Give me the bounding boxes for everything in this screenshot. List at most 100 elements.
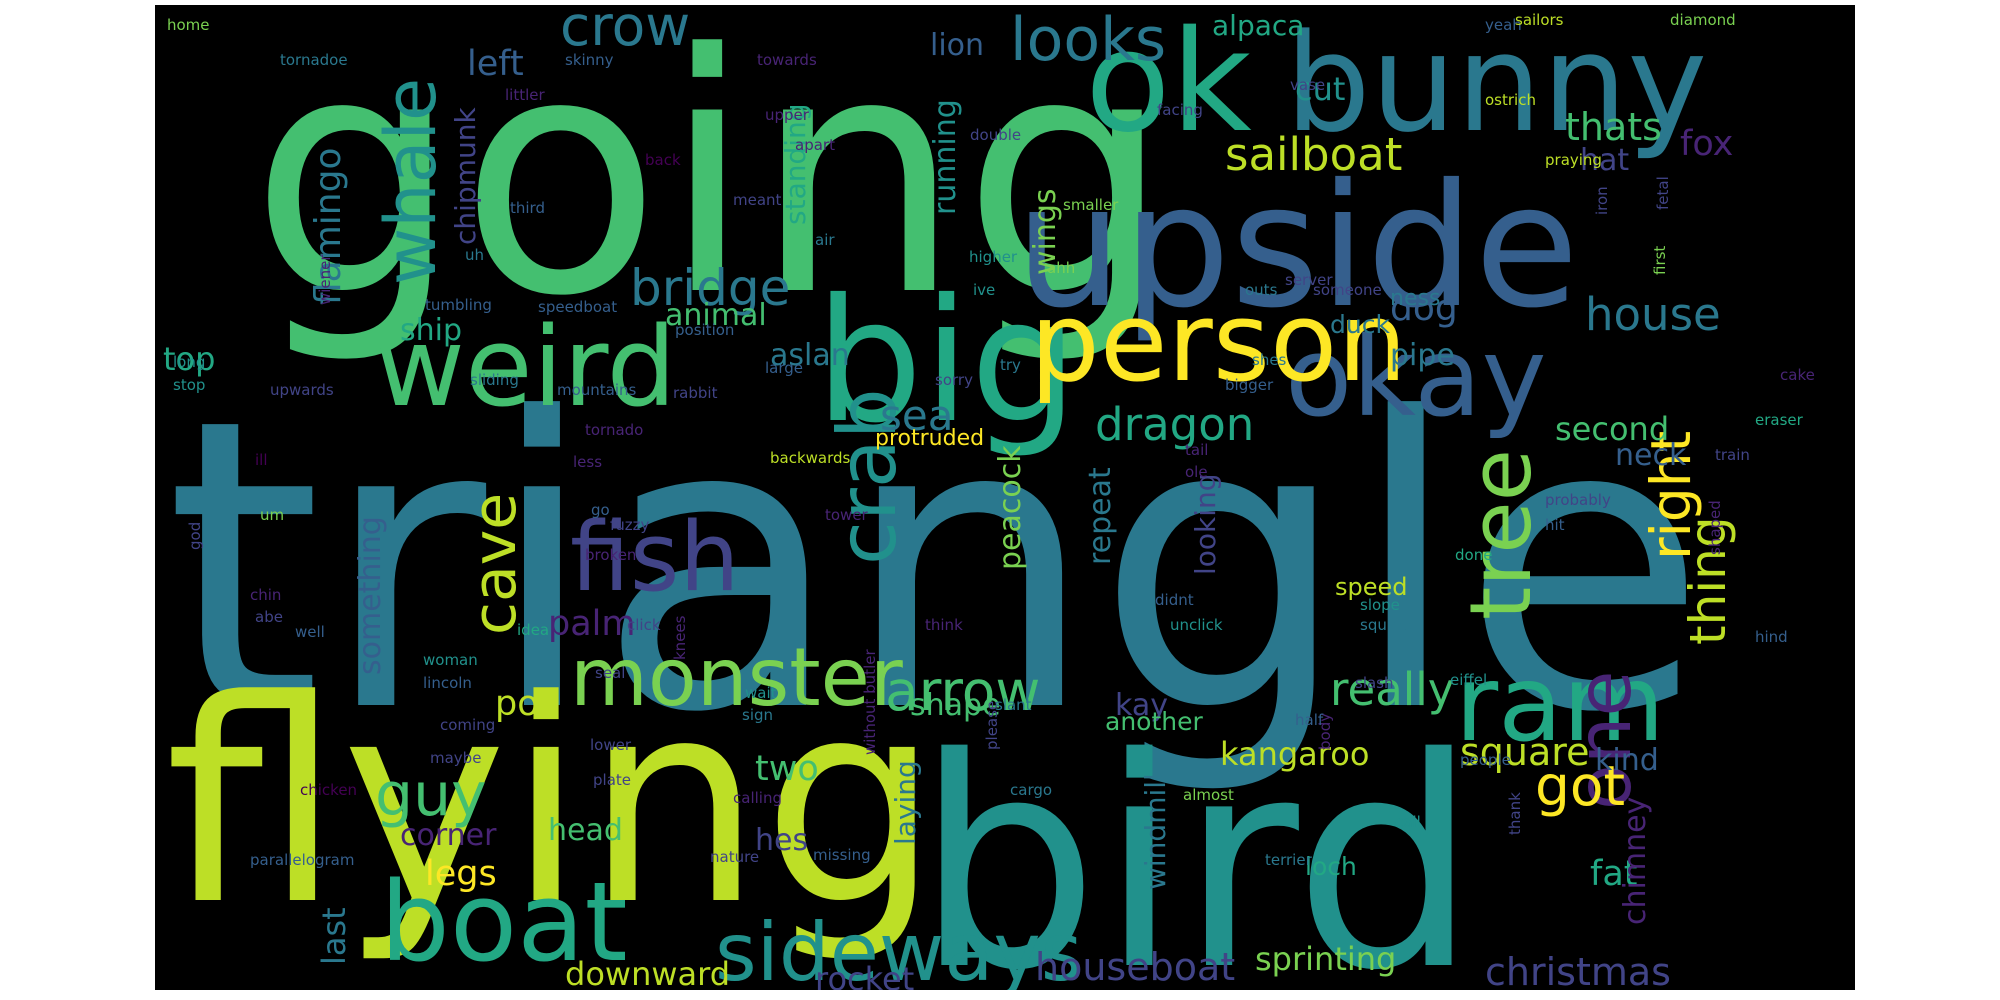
word-slash: slash — [1355, 674, 1394, 692]
word-another: another — [1105, 707, 1203, 736]
word-sprinting: sprinting — [1255, 940, 1396, 978]
word-one: one — [1560, 670, 1648, 810]
word-lower: lower — [590, 736, 632, 754]
word-peacock: peacock — [993, 445, 1028, 570]
word-large: large — [765, 359, 803, 377]
word-crow: crow — [560, 5, 690, 58]
word-sea: sea — [880, 391, 953, 440]
word-head: head — [548, 813, 623, 848]
word-call: call — [1395, 813, 1421, 831]
word-hat: hat — [1580, 143, 1629, 178]
word-lion: lion — [930, 28, 984, 63]
word-diamond: diamond — [1670, 11, 1736, 29]
word-long: long — [173, 353, 205, 371]
word-sliding: sliding — [470, 371, 519, 389]
word-top: top — [163, 340, 215, 378]
word-slant: slant — [995, 696, 1032, 714]
word-missing: missing — [813, 846, 871, 864]
word-shape: shape — [910, 688, 1001, 723]
word-second: second — [1555, 410, 1669, 448]
word-apart: apart — [795, 136, 835, 154]
word-running: running — [928, 99, 963, 215]
word-bunny: bunny — [1285, 5, 1707, 162]
word-eraser: eraser — [1755, 411, 1804, 429]
word-shes: shes — [1252, 351, 1287, 369]
word-bridge: bridge — [630, 259, 790, 317]
word-fish: fish — [570, 503, 740, 613]
word-littler: littler — [505, 86, 545, 104]
word-ness: ness — [1390, 286, 1440, 311]
word-try: try — [1000, 356, 1021, 374]
word-first: first — [1651, 246, 1669, 275]
word-legs: legs — [425, 854, 497, 894]
word-bird: bird — [915, 697, 1478, 990]
word-corner: corner — [400, 818, 497, 853]
word-duck: duck — [1330, 310, 1390, 339]
word-last: last — [315, 907, 353, 965]
word-laying: laying — [889, 760, 922, 845]
word-looking: looking — [1189, 473, 1222, 575]
word-skinny: skinny — [565, 51, 614, 69]
word-okay: okay — [1285, 313, 1547, 441]
word-loch: loch — [1305, 852, 1357, 881]
word-less: less — [573, 453, 602, 471]
word-chimney: chimney — [1618, 797, 1653, 925]
word-animal: animal — [665, 298, 767, 333]
word-fat: fat — [1590, 854, 1638, 894]
word-plate: plate — [593, 771, 631, 789]
word-cargo: cargo — [1010, 781, 1052, 799]
word-flamingo: flamingo — [308, 148, 349, 306]
word-didnt: didnt — [1155, 591, 1194, 609]
word-towards: towards — [757, 51, 817, 69]
word-coming: coming — [440, 716, 495, 734]
word-position: position — [675, 321, 734, 339]
word-upper: upper — [765, 106, 810, 124]
word-please: please — [983, 701, 1001, 750]
word-vase: vase — [1290, 76, 1325, 94]
word-thats: thats — [1565, 105, 1662, 149]
word-server: server — [1285, 271, 1333, 289]
word-ahh: ahh — [1047, 259, 1075, 277]
word-backwards: backwards — [770, 449, 851, 467]
word-higher: higher — [969, 248, 1018, 266]
word-half: half — [1295, 711, 1324, 729]
word-home: home — [167, 16, 210, 34]
word-lincoln: lincoln — [423, 674, 472, 692]
word-alpaca: alpaca — [1212, 9, 1304, 42]
word-ok: ok — [1085, 5, 1252, 164]
word-hit: hit — [1545, 516, 1565, 534]
word-looks: looks — [1010, 5, 1166, 75]
word-parallelogram: parallelogram — [250, 851, 354, 869]
word-facing: facing — [1157, 101, 1203, 119]
word-two: two — [755, 749, 819, 789]
word-downward: downward — [565, 955, 730, 990]
word-boat: boat — [380, 858, 628, 986]
word-standing: standing — [779, 103, 812, 225]
word-windmill: windmill — [1139, 773, 1172, 890]
word-got: got — [1535, 754, 1625, 818]
word-tornado: tornado — [585, 421, 643, 439]
word-fox: fox — [1680, 124, 1733, 164]
word-tumbling: tumbling — [425, 296, 492, 314]
word-mountains: mountains — [557, 381, 637, 399]
word-cloud: triangle going flying bird upside bunny big ok o… — [155, 5, 1855, 990]
word-stop: stop — [173, 376, 205, 394]
word-meant: meant — [733, 191, 782, 209]
word-whale: whale — [370, 78, 452, 285]
word-repeat: repeat — [1083, 467, 1118, 565]
word-sideways: sideways — [715, 906, 1082, 990]
word-kay: kay — [1115, 688, 1168, 723]
word-kangaroo: kangaroo — [1220, 735, 1369, 773]
word-seal: seal — [595, 664, 625, 682]
word-speedboat: speedboat — [538, 298, 617, 316]
word-without-butler: without butler — [861, 649, 879, 755]
word-protruded: protruded — [875, 426, 984, 451]
word-kind: kind — [1595, 743, 1659, 778]
word-outs: outs — [1245, 281, 1278, 299]
word-monster: monster — [570, 631, 903, 724]
word-chipmunk: chipmunk — [449, 107, 482, 245]
word-dragon: dragon — [1095, 398, 1254, 451]
word-thank: thank — [1506, 792, 1524, 835]
word-flying: flying — [165, 641, 940, 967]
